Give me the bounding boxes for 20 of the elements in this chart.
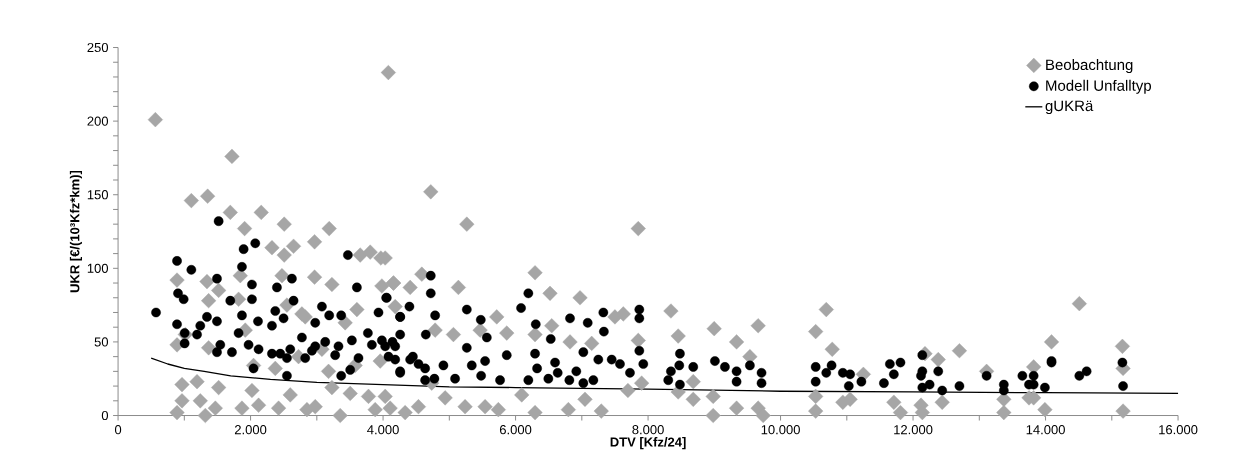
x-axis-title: DTV [Kfz/24]: [610, 437, 686, 450]
legend-label: Beobachtung: [1046, 59, 1133, 74]
x-tick-label: 6.000: [499, 425, 532, 435]
y-tick-label: 150: [87, 190, 109, 200]
x-tick-label: 0: [114, 425, 122, 435]
x-tick-label: 4.000: [367, 425, 399, 435]
y-tick-label: 100: [87, 263, 109, 273]
x-tick-label: 10.000: [761, 425, 800, 435]
x-tick-label: 12.000: [894, 425, 933, 435]
x-tick-label: 14.000: [1026, 425, 1065, 435]
legend-label: gUKRä: [1045, 100, 1094, 115]
y-tick-label: 50: [94, 337, 109, 347]
y-tick-label: 0: [101, 410, 109, 421]
x-tick-label: 16.000: [1159, 425, 1198, 435]
x-tick-label: 2.000: [234, 425, 267, 435]
y-tick-label: 250: [87, 42, 109, 53]
y-axis-title: UKR [€/(10³Kfz*km)]: [69, 170, 82, 293]
legend-label: Modell Unfalltyp: [1046, 79, 1152, 94]
y-tick-label: 200: [87, 116, 109, 126]
x-tick-label: 8.000: [632, 425, 664, 435]
